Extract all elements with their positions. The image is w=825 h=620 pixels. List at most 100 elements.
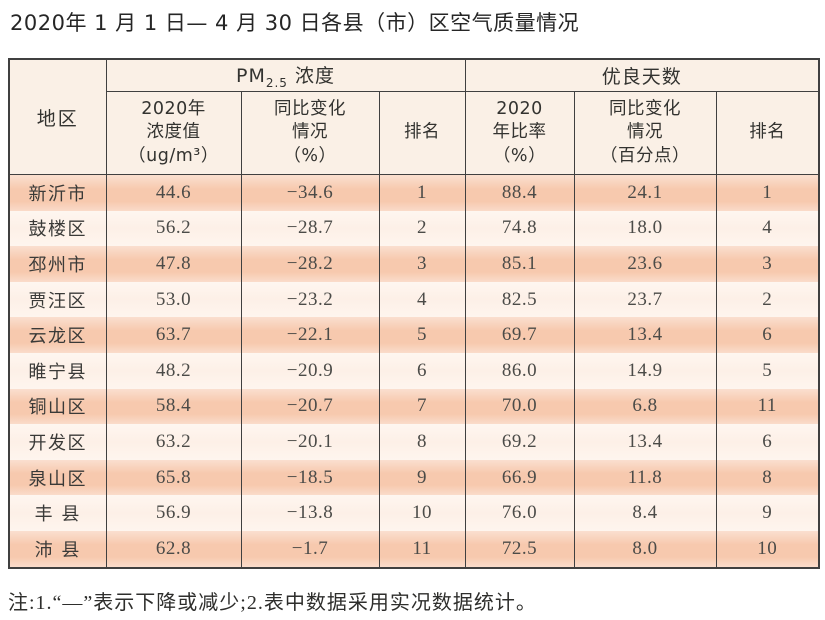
- region-cell: 贾汪区: [8, 281, 107, 318]
- footnote: 注:1.“—”表示下降或减少;2.表中数据采用实况数据统计。: [8, 592, 537, 614]
- table-row: 云龙区 63.7 −22.1 5 69.7 13.4 6: [8, 317, 820, 353]
- value-cell: 69.2: [464, 424, 575, 460]
- region-cell: 鼓楼区: [8, 210, 107, 247]
- value-cell: 5: [378, 317, 466, 353]
- value-cell: 69.7: [464, 317, 575, 353]
- value-cell: 63.7: [105, 317, 242, 353]
- value-cell: 9: [715, 495, 820, 531]
- header-good-days-group: 优良天数: [464, 58, 820, 92]
- header-pm-change: 同比变化 情况 （%）: [240, 91, 380, 175]
- region-cell: 丰 县: [8, 495, 107, 531]
- page-title: 2020年 1 月 1 日— 4 月 30 日各县（市）区空气质量情况: [10, 11, 580, 35]
- header-good-rate: 2020 年比率 （%）: [464, 91, 575, 175]
- value-cell: 66.9: [464, 459, 575, 496]
- header-pm-value: 2020年 浓度值 （ug/m³）: [105, 91, 242, 175]
- table-row: 开发区 63.2 −20.1 8 69.2 13.4 6: [8, 424, 820, 460]
- value-cell: 14.9: [573, 352, 717, 389]
- region-cell: 邳州市: [8, 246, 107, 282]
- value-cell: 8.4: [573, 495, 717, 531]
- value-cell: 3: [378, 246, 466, 282]
- value-cell: 9: [378, 459, 466, 496]
- table-row: 睢宁县 48.2 −20.9 6 86.0 14.9 5: [8, 352, 820, 389]
- value-cell: 48.2: [105, 352, 242, 389]
- value-cell: 3: [715, 246, 820, 282]
- value-cell: 10: [378, 495, 466, 531]
- value-cell: 11: [378, 530, 466, 568]
- value-cell: −28.7: [240, 210, 380, 247]
- region-cell: 泉山区: [8, 459, 107, 496]
- value-cell: 8: [715, 459, 820, 496]
- value-cell: −18.5: [240, 459, 380, 496]
- value-cell: −23.2: [240, 281, 380, 318]
- value-cell: 74.8: [464, 210, 575, 247]
- table-body: 新沂市 44.6 −34.6 1 88.4 24.1 1 鼓楼区 56.2 −28.7 2 74.8 1…: [8, 174, 820, 568]
- value-cell: 5: [715, 352, 820, 389]
- region-cell: 睢宁县: [8, 352, 107, 389]
- value-cell: 56.9: [105, 495, 242, 531]
- table-header: 地区 PM2.5 浓度 优良天数 2020年 浓度值 （ug/m³） 同比变化 …: [8, 58, 820, 175]
- pm-label-prefix: PM: [236, 65, 266, 88]
- region-cell: 沛 县: [8, 530, 107, 568]
- value-cell: 47.8: [105, 246, 242, 282]
- value-cell: 23.7: [573, 281, 717, 318]
- value-cell: −34.6: [240, 174, 380, 211]
- value-cell: 72.5: [464, 530, 575, 568]
- value-cell: 4: [378, 281, 466, 318]
- pm-label-subscript: 2.5: [265, 75, 288, 90]
- header-pm-group: PM2.5 浓度: [105, 58, 466, 92]
- value-cell: 2: [715, 281, 820, 318]
- value-cell: 53.0: [105, 281, 242, 318]
- value-cell: 7: [378, 388, 466, 425]
- table-row: 铜山区 58.4 −20.7 7 70.0 6.8 11: [8, 388, 820, 425]
- value-cell: 6: [715, 317, 820, 353]
- value-cell: 6: [715, 424, 820, 460]
- value-cell: −28.2: [240, 246, 380, 282]
- value-cell: 4: [715, 210, 820, 247]
- pm-label-suffix: 浓度: [287, 65, 335, 88]
- value-cell: −13.8: [240, 495, 380, 531]
- value-cell: 56.2: [105, 210, 242, 247]
- value-cell: 13.4: [573, 424, 717, 460]
- value-cell: 11: [715, 388, 820, 425]
- header-good-rank: 排名: [715, 91, 820, 175]
- table-row: 鼓楼区 56.2 −28.7 2 74.8 18.0 4: [8, 210, 820, 247]
- header-pm-rank: 排名: [378, 91, 466, 175]
- region-cell: 铜山区: [8, 388, 107, 425]
- value-cell: 24.1: [573, 174, 717, 211]
- value-cell: 88.4: [464, 174, 575, 211]
- table-row: 邳州市 47.8 −28.2 3 85.1 23.6 3: [8, 246, 820, 282]
- value-cell: 18.0: [573, 210, 717, 247]
- region-cell: 开发区: [8, 424, 107, 460]
- value-cell: 85.1: [464, 246, 575, 282]
- value-cell: 6.8: [573, 388, 717, 425]
- value-cell: 10: [715, 530, 820, 568]
- value-cell: 13.4: [573, 317, 717, 353]
- value-cell: 86.0: [464, 352, 575, 389]
- value-cell: 2: [378, 210, 466, 247]
- value-cell: 58.4: [105, 388, 242, 425]
- table-row: 丰 县 56.9 −13.8 10 76.0 8.4 9: [8, 495, 820, 531]
- value-cell: 23.6: [573, 246, 717, 282]
- table-row: 泉山区 65.8 −18.5 9 66.9 11.8 8: [8, 459, 820, 496]
- value-cell: 8: [378, 424, 466, 460]
- value-cell: −22.1: [240, 317, 380, 353]
- value-cell: −20.9: [240, 352, 380, 389]
- air-quality-table: 地区 PM2.5 浓度 优良天数 2020年 浓度值 （ug/m³） 同比变化 …: [8, 58, 821, 569]
- value-cell: −20.7: [240, 388, 380, 425]
- header-good-change: 同比变化 情况 （百分点）: [573, 91, 717, 175]
- value-cell: 65.8: [105, 459, 242, 496]
- value-cell: 44.6: [105, 174, 242, 211]
- value-cell: −20.1: [240, 424, 380, 460]
- value-cell: 1: [715, 174, 820, 211]
- value-cell: −1.7: [240, 530, 380, 568]
- region-cell: 云龙区: [8, 317, 107, 353]
- table-row: 沛 县 62.8 −1.7 11 72.5 8.0 10: [8, 530, 820, 568]
- region-cell: 新沂市: [8, 174, 107, 211]
- value-cell: 62.8: [105, 530, 242, 568]
- header-region: 地区: [8, 58, 107, 175]
- value-cell: 63.2: [105, 424, 242, 460]
- value-cell: 82.5: [464, 281, 575, 318]
- table-row: 贾汪区 53.0 −23.2 4 82.5 23.7 2: [8, 281, 820, 318]
- value-cell: 6: [378, 352, 466, 389]
- value-cell: 70.0: [464, 388, 575, 425]
